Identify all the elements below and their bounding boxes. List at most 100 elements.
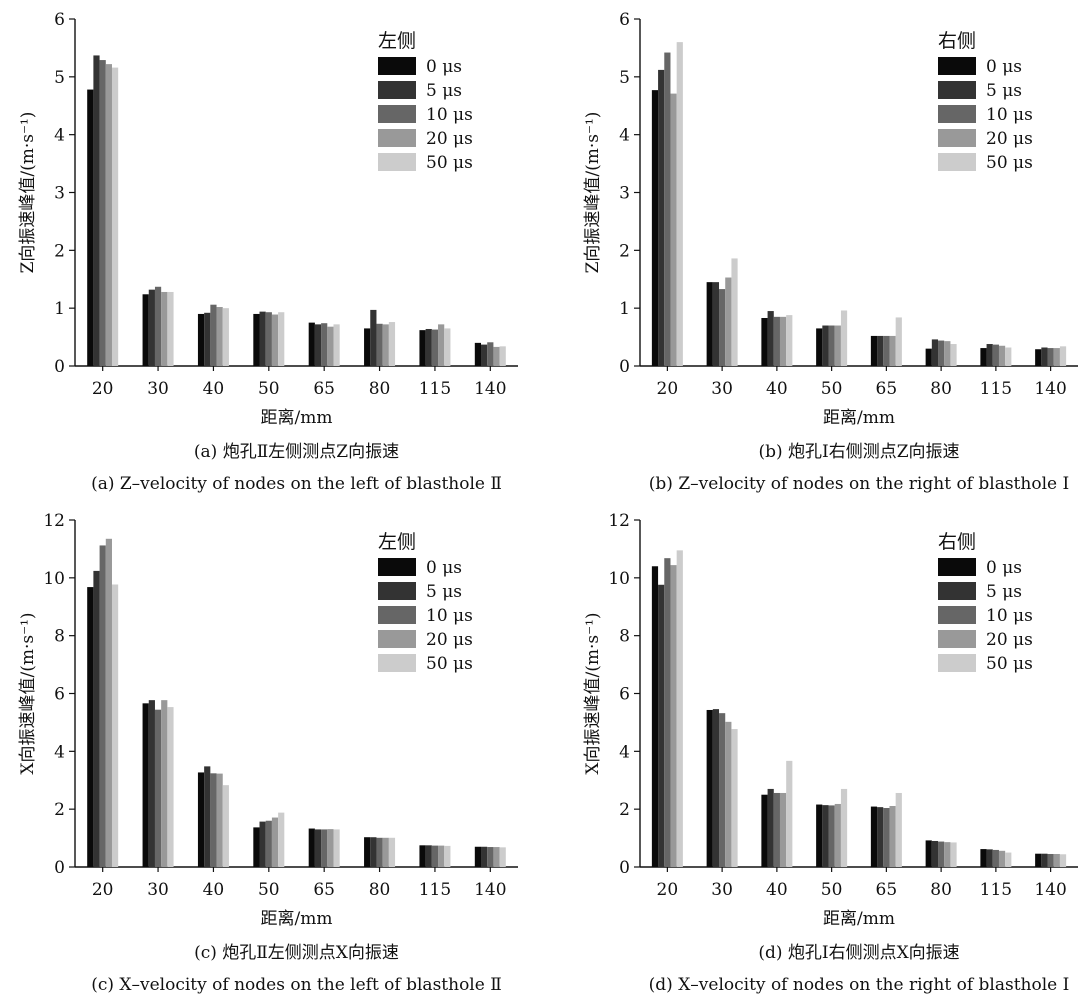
bar-30-series-2	[154, 286, 162, 366]
bar-140-series-2	[1047, 348, 1054, 366]
legend-label-2: 10 μs	[426, 105, 473, 125]
bar-50-series-0	[816, 804, 823, 867]
bar-80-series-4	[950, 842, 957, 867]
y-tick-label: 2	[619, 241, 630, 261]
y-tick-label: 2	[54, 241, 65, 261]
legend-label-2: 10 μs	[986, 606, 1033, 626]
legend-swatch-2	[938, 105, 976, 123]
bar-40-series-0	[761, 317, 768, 366]
bar-50-series-3	[834, 803, 841, 867]
bar-40-series-4	[222, 785, 229, 867]
bar-80-series-2	[376, 837, 383, 867]
bar-65-series-3	[889, 805, 896, 867]
bar-40-series-1	[204, 766, 211, 867]
x-axis-label: 距离/mm	[823, 909, 895, 929]
bar-65-series-2	[321, 829, 328, 867]
x-tick-label: 40	[203, 880, 225, 900]
bar-50-series-2	[265, 820, 272, 867]
bar-140-series-4	[1059, 346, 1067, 366]
bar-80-series-2	[376, 323, 383, 366]
bar-115-series-4	[444, 845, 451, 867]
bar-80-series-3	[382, 324, 389, 366]
x-tick-label: 30	[711, 880, 733, 900]
legend-title: 左侧	[378, 30, 416, 52]
bar-40-series-1	[767, 311, 774, 366]
bar-65-series-4	[333, 324, 340, 366]
bar-115-series-3	[438, 324, 445, 366]
legend-label-1: 5 μs	[986, 582, 1022, 602]
bar-40-series-4	[786, 760, 793, 867]
bar-140-series-2	[487, 342, 494, 366]
y-tick-label: 4	[54, 742, 65, 762]
bar-65-series-2	[321, 323, 328, 366]
x-tick-label: 140	[474, 379, 506, 399]
bar-30-series-1	[712, 709, 720, 867]
legend-label-0: 0 μs	[426, 57, 462, 77]
bar-50-series-4	[840, 788, 848, 867]
bar-80-series-1	[370, 837, 377, 867]
bar-50-series-2	[828, 805, 835, 867]
legend-swatch-0	[378, 558, 416, 576]
legend-swatch-1	[378, 582, 416, 600]
bar-115-series-3	[998, 345, 1006, 366]
caption-cn: (c) 炮孔Ⅱ左侧测点X向振速	[194, 943, 399, 963]
y-tick-label: 12	[43, 511, 65, 531]
bar-65-series-4	[895, 317, 902, 366]
y-tick-label: 6	[619, 10, 630, 30]
bar-80-series-0	[925, 348, 932, 366]
x-tick-label: 65	[313, 379, 335, 399]
bar-50-series-4	[278, 312, 285, 366]
x-tick-label: 50	[821, 880, 843, 900]
bar-65-series-1	[877, 807, 884, 867]
bar-30-series-3	[725, 277, 732, 366]
bar-65-series-4	[333, 829, 340, 867]
y-tick-label: 8	[619, 627, 630, 647]
y-tick-label: 0	[54, 357, 65, 377]
bar-115-series-2	[992, 344, 999, 366]
bar-30-series-2	[719, 713, 726, 867]
legend-swatch-0	[938, 57, 976, 75]
bar-65-series-0	[308, 322, 315, 366]
bar-30-series-1	[148, 700, 155, 867]
bar-20-series-4	[111, 67, 119, 366]
legend-swatch-3	[378, 129, 416, 147]
bar-20-series-3	[105, 538, 112, 867]
bar-50-series-4	[840, 310, 848, 366]
x-tick-label: 20	[92, 880, 114, 900]
x-tick-label: 40	[203, 379, 225, 399]
legend-label-4: 50 μs	[426, 654, 473, 674]
bar-140-series-1	[481, 344, 488, 366]
legend-swatch-2	[938, 606, 976, 624]
x-tick-label: 30	[147, 379, 169, 399]
legend-label-2: 10 μs	[426, 606, 473, 626]
y-tick-label: 3	[619, 184, 630, 204]
bar-140-series-4	[499, 847, 506, 867]
bar-115-series-1	[425, 328, 432, 366]
bar-115-series-3	[998, 850, 1006, 867]
bar-65-series-1	[877, 335, 884, 366]
bar-30-series-3	[161, 700, 168, 867]
caption-cn: (d) 炮孔Ⅰ右侧测点X向振速	[758, 943, 959, 963]
bar-80-series-1	[931, 339, 939, 366]
bar-140-series-0	[474, 342, 482, 366]
legend-label-2: 10 μs	[986, 105, 1033, 125]
legend-label-3: 20 μs	[426, 129, 473, 149]
x-tick-label: 20	[657, 379, 679, 399]
chart-panel-b: 0 1 2 3 4 5 6 20 30 40 50 65 80 115 140 Z向振速峰值/(m·s⁻¹) 距…	[583, 10, 1078, 494]
y-tick-label: 5	[619, 68, 630, 88]
caption-en: (d) X–velocity of nodes on the right of …	[649, 975, 1070, 994]
bar-50-series-0	[816, 328, 823, 366]
bar-140-series-3	[493, 847, 500, 867]
legend-title: 右侧	[938, 30, 976, 52]
x-tick-label: 115	[419, 379, 451, 399]
bar-20-series-1	[658, 69, 665, 366]
bar-140-series-1	[481, 846, 488, 867]
bar-80-series-1	[370, 309, 377, 366]
caption-en: (b) Z–velocity of nodes on the right of …	[649, 474, 1069, 494]
bar-115-series-2	[431, 845, 439, 867]
y-tick-label: 0	[54, 858, 65, 878]
bar-30-series-1	[712, 282, 720, 366]
bar-30-series-0	[142, 294, 149, 366]
bar-65-series-1	[314, 324, 322, 366]
bar-20-series-4	[111, 584, 119, 867]
